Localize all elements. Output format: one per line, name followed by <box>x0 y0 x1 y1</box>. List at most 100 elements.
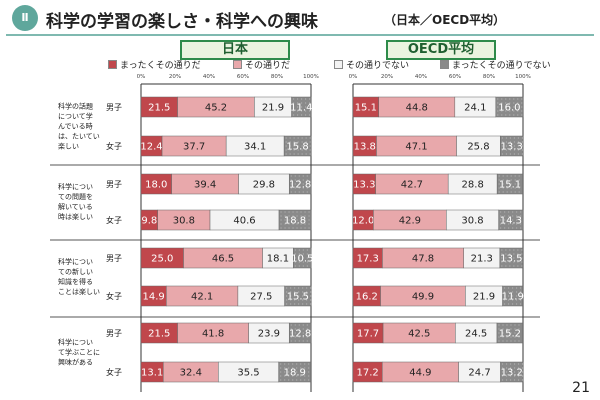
bar-texture-dot <box>304 219 306 221</box>
data-label-agree: 44.8 <box>406 103 428 114</box>
bar-texture-dot <box>512 227 514 229</box>
section-badge: Ⅱ <box>12 5 38 31</box>
bar-texture-dot <box>280 223 282 225</box>
data-label-agree: 46.5 <box>212 254 234 265</box>
bar-texture-dot <box>521 363 524 365</box>
bar-texture-dot <box>506 328 508 330</box>
data-label-agree: 30.8 <box>173 216 195 227</box>
bar-texture-dot <box>505 149 507 151</box>
bar-texture-dot <box>288 375 290 377</box>
bar-texture-dot <box>290 187 292 189</box>
bar-texture-dot <box>302 287 304 289</box>
data-label-strongly-agree: 14.9 <box>143 292 165 303</box>
bar-texture-dot <box>304 223 306 225</box>
bar-texture-dot <box>520 219 522 221</box>
bar-texture-dot <box>306 179 308 181</box>
bar-texture-dot <box>294 299 296 301</box>
bar-texture-dot <box>288 367 290 369</box>
bar-texture-dot <box>520 287 522 289</box>
group-label: 男子 <box>106 254 122 263</box>
bar-texture-dot <box>296 375 298 377</box>
bar-texture-dot <box>300 367 302 369</box>
x-tick-label: 20% <box>381 74 393 80</box>
data-label-strongly-agree: 17.3 <box>357 254 379 265</box>
bar-texture-dot <box>304 367 306 369</box>
bar-texture-dot <box>306 336 308 338</box>
bar-texture-dot <box>290 340 292 342</box>
bar-texture-dot <box>310 295 312 297</box>
group-label: 女子 <box>106 367 122 377</box>
bar-texture-dot <box>294 328 296 330</box>
bar-texture-dot <box>509 106 511 108</box>
bar-texture-dot <box>516 223 518 225</box>
bar-texture-dot <box>501 106 503 108</box>
bar-texture-dot <box>517 102 519 104</box>
bar-texture-dot <box>298 340 300 342</box>
bar-texture-dot <box>289 149 291 151</box>
data-label-strongly-disagree: 11.4 <box>290 103 312 114</box>
data-label-disagree: 21.9 <box>473 292 495 303</box>
bar-texture-dot <box>297 141 299 143</box>
bar-texture-dot <box>309 137 311 139</box>
bar-texture-dot <box>513 265 515 267</box>
data-label-disagree: 21.3 <box>471 254 493 265</box>
question-label-line: ての問題を <box>58 193 93 201</box>
bar-texture-dot <box>521 249 523 251</box>
data-label-strongly-disagree: 13.3 <box>501 142 523 153</box>
bar-texture-dot <box>296 363 298 365</box>
question-label-line: 興味がある <box>58 358 93 367</box>
bar-texture-dot <box>284 219 286 221</box>
question-label-line: 科学につい <box>58 182 93 191</box>
bar-texture-dot <box>505 265 507 267</box>
bar-texture-dot <box>290 287 292 289</box>
question-label-line: 時は楽しい <box>58 212 93 221</box>
bar-texture-dot <box>521 137 523 139</box>
bar-texture-dot <box>504 227 506 229</box>
bar-texture-dot <box>516 227 518 229</box>
bar-texture-dot <box>285 149 287 151</box>
bar-texture-dot <box>504 223 506 225</box>
bar-texture-dot <box>284 223 286 225</box>
bar-texture-dot <box>521 257 523 259</box>
x-tick-label: 40% <box>415 74 427 80</box>
bar-texture-dot <box>294 179 296 181</box>
data-label-disagree: 30.8 <box>461 216 483 227</box>
bar-texture-dot <box>302 249 304 251</box>
bar-texture-dot <box>310 291 312 293</box>
bar-texture-dot <box>501 153 503 155</box>
bar-texture-dot <box>517 114 519 116</box>
bar-texture-dot <box>302 179 304 181</box>
question-label-line: て学ぶことに <box>58 348 100 357</box>
bar-texture-dot <box>292 371 294 373</box>
bar-texture-dot <box>520 291 522 293</box>
bar-texture-dot <box>293 149 295 151</box>
bar-texture-dot <box>297 114 299 116</box>
bar-texture-dot <box>509 379 512 381</box>
bar-texture-dot <box>497 114 499 116</box>
bar-texture-dot <box>290 179 292 181</box>
bar-texture-dot <box>297 153 299 155</box>
bar-texture-dot <box>302 253 304 255</box>
bar-texture-dot <box>292 227 294 229</box>
bar-texture-dot <box>294 340 296 342</box>
bar-texture-dot <box>301 106 303 108</box>
bar-texture-dot <box>293 98 295 100</box>
bar-texture-dot <box>498 328 500 330</box>
bar-texture-dot <box>294 336 296 338</box>
bar-texture-dot <box>305 106 307 108</box>
bar-texture-dot <box>280 227 282 229</box>
bar-texture-dot <box>297 102 299 104</box>
bar-texture-dot <box>498 332 500 334</box>
data-label-disagree: 28.8 <box>462 180 484 191</box>
question-label-line: 知識を得る <box>58 277 93 286</box>
data-label-strongly-disagree: 15.2 <box>499 329 521 340</box>
bar-texture-dot <box>517 106 519 108</box>
data-label-strongly-disagree: 14.3 <box>500 216 522 227</box>
data-label-strongly-agree: 25.0 <box>151 254 173 265</box>
data-label-strongly-disagree: 18.9 <box>284 368 306 379</box>
bar-texture-dot <box>521 145 523 147</box>
bar-segment-strongly-disagree <box>496 322 524 344</box>
legend-label-agree: その通りだ <box>245 61 291 71</box>
bar-texture-dot <box>302 265 304 267</box>
question-label-line: ての新しい <box>58 267 93 276</box>
